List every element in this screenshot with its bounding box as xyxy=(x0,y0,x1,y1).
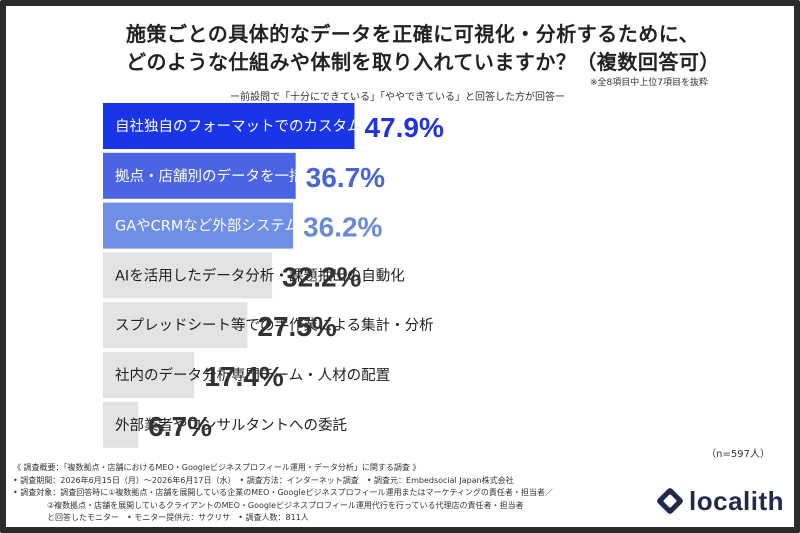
footer-line-3: • 調査対象：調査回答時に①複数拠点・店舗を展開している企業のMEO・Googl… xyxy=(13,488,553,497)
chart-subtitle: ー前設問で「十分にできている」「ややできている」と回答した方が回答ー xyxy=(230,92,565,103)
chart-title-line2: どのような仕組みや体制を取り入れていますか？（複数回答可） xyxy=(126,50,720,74)
note: ※全8項目中上位7項目を抜粋 xyxy=(590,78,708,88)
survey-footer: 《 調査概要：「複数拠点・店舗におけるMEO・Googleビジネスプロフィール運… xyxy=(13,462,653,525)
bar-7 xyxy=(103,401,139,448)
bar-label-2: 拠点・店舗別のデータを一括集計・比較できる専用ツール xyxy=(115,167,492,185)
value-label-5: 27.5% xyxy=(257,311,336,342)
bar-3 xyxy=(103,202,294,249)
footer-line-4: ②複数拠点・店舗を展開しているクライアントのMEO・Googleビジネスプロフィ… xyxy=(47,500,524,510)
bar-6 xyxy=(103,352,195,398)
logo-text: localith xyxy=(689,485,785,516)
value-label-1: 47.9% xyxy=(364,112,443,143)
chart-title-line1: 施策ごとの具体的なデータを正確に可視化・分析するために、 xyxy=(126,22,700,46)
value-label-2: 36.7% xyxy=(306,162,385,193)
bar-label-5: スプレッドシート等での手作業による集計・分析 xyxy=(115,316,434,334)
footer-line-2: • 調査期間：2026年6月15日（月）〜2026年6月17日（水） • 調査方… xyxy=(13,475,514,485)
value-label-6: 17.4% xyxy=(204,361,283,392)
bar-1 xyxy=(103,103,355,149)
value-label-4: 32.2% xyxy=(282,261,361,292)
bar-2 xyxy=(103,152,296,199)
localith-logo-icon xyxy=(657,488,683,514)
footer-line-5: と回答したモニター • モニター提供元：サクリサ • 調査人数：811人 xyxy=(47,513,309,522)
bar-label-7: 外部業者やコンサルタントへの委託 xyxy=(115,417,347,434)
footer-line-1: 《 調査概要：「複数拠点・店舗におけるMEO・Googleビジネスプロフィール運… xyxy=(13,463,421,472)
bar-4 xyxy=(103,252,273,299)
value-label-7: 6.7% xyxy=(148,411,212,442)
bar-label-1: 自社独自のフォーマットでのカスタムレポート xyxy=(115,118,420,135)
bar-label-6: 社内のデータ分析専門チーム・人材の配置 xyxy=(115,366,390,384)
sample-size: （n=597人） xyxy=(706,449,770,460)
bar-label-4: AIを活用したデータ分析・課題抽出の自動化 xyxy=(115,266,405,284)
localith-logo: localith xyxy=(655,486,784,516)
bar-5 xyxy=(103,302,248,349)
bar-label-3: GAやCRMなど外部システムとのデータ連携 xyxy=(115,217,400,235)
value-label-3: 36.2% xyxy=(303,212,382,243)
